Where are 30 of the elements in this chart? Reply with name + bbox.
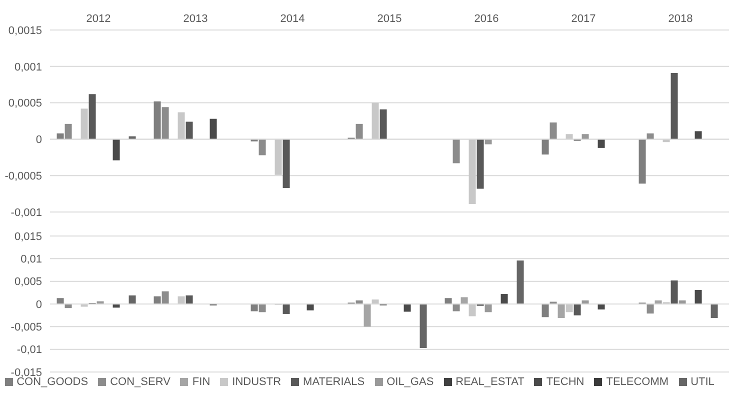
x-tick-label: 2015 — [377, 13, 402, 25]
legend-label: CON_SERV — [110, 376, 170, 388]
y-tick-label: -0,015 — [10, 366, 42, 379]
x-tick-label: 2018 — [668, 13, 693, 25]
y-tick-label: 0 — [36, 298, 42, 311]
legend-label: MATERIALS — [303, 376, 365, 388]
x-tick-label: 2012 — [86, 13, 111, 25]
legend-label: INDUSTR — [232, 376, 282, 388]
y-tick-label: 0 — [36, 134, 42, 146]
x-tick-label: 2016 — [474, 13, 499, 25]
y-tick-label: 0,015 — [14, 230, 42, 243]
x-tick-label: 2014 — [280, 13, 305, 25]
y-tick-label: -0,005 — [10, 322, 42, 334]
legend-label: UTIL — [690, 376, 714, 388]
y-tick-label: 0,0005 — [8, 98, 42, 110]
legend-label: CON_GOODS — [16, 376, 88, 388]
legend-label: OIL_GAS — [386, 376, 434, 388]
legend-label: TELECOMM — [606, 376, 669, 388]
y-tick-label: -0,01 — [16, 344, 42, 356]
x-tick-label: 2013 — [183, 13, 208, 25]
x-tick-label: 2017 — [571, 13, 596, 25]
y-tick-label: -0,0005 — [4, 170, 42, 183]
legend-label: TECHN — [546, 376, 584, 388]
y-tick-label: 0,01 — [20, 254, 42, 266]
legend-label: FIN — [192, 376, 210, 388]
legend-label: REAL_ESTAT — [456, 376, 524, 388]
y-tick-label: 0,005 — [14, 276, 42, 288]
y-tick-label: 0,0015 — [8, 24, 42, 37]
y-tick-label: -0,001 — [10, 206, 42, 219]
y-tick-label: 0,001 — [14, 61, 42, 74]
